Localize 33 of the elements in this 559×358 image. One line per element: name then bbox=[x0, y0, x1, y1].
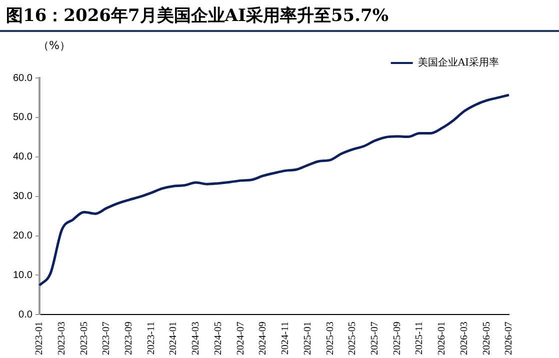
y-axis-title: （%） bbox=[38, 38, 70, 53]
x-tick-label: 2026-07 bbox=[504, 322, 515, 356]
y-tick-label: 20.0 bbox=[12, 230, 33, 242]
x-tick-label: 2023-09 bbox=[124, 322, 135, 356]
x-tick-label: 2026-01 bbox=[436, 322, 448, 356]
x-tick-label: 2024-09 bbox=[258, 322, 269, 356]
x-tick-label: 2023-11 bbox=[146, 322, 157, 355]
x-tick-label: 2024-01 bbox=[168, 322, 180, 356]
x-tick-label: 2025-05 bbox=[347, 322, 358, 356]
y-tick-label: 30.0 bbox=[12, 191, 33, 202]
x-tick-label: 2026-03 bbox=[458, 322, 470, 356]
x-tick-label: 2025-03 bbox=[324, 322, 336, 356]
x-tick-label: 2024-05 bbox=[212, 322, 224, 356]
x-tick-label: 2024-11 bbox=[280, 322, 292, 355]
chart-title: 图16：2026年7月美国企业AI采用率升至55.7% bbox=[6, 5, 388, 27]
x-tick-label: 2026-05 bbox=[481, 322, 492, 356]
legend-label: 美国企业AI采用率 bbox=[418, 56, 499, 69]
x-tick-label: 2023-05 bbox=[78, 322, 90, 356]
y-tick-label: 60.0 bbox=[12, 72, 33, 84]
y-tick-label: 0.0 bbox=[18, 309, 33, 320]
y-tick-label: 50.0 bbox=[12, 112, 33, 124]
x-tick-label: 2023-07 bbox=[101, 322, 112, 356]
x-tick-label: 2025-01 bbox=[302, 322, 314, 356]
x-tick-label: 2023-03 bbox=[56, 322, 68, 356]
x-tick-label: 2025-07 bbox=[369, 322, 380, 356]
line-series bbox=[38, 94, 510, 287]
x-tick-label: 2025-11 bbox=[414, 322, 426, 355]
y-tick-label: 40.0 bbox=[12, 152, 33, 163]
x-tick-label: 2024-07 bbox=[235, 322, 246, 356]
x-tick-label: 2023-01 bbox=[34, 322, 46, 356]
x-tick-label: 2025-09 bbox=[392, 322, 403, 356]
y-tick-label: 10.0 bbox=[12, 270, 33, 281]
x-tick-label: 2024-03 bbox=[190, 322, 202, 356]
